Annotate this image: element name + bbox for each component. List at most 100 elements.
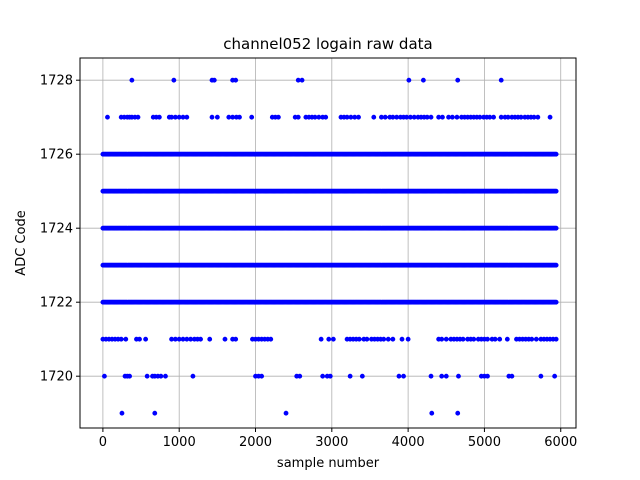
data-point — [144, 373, 150, 379]
data-point — [190, 373, 196, 379]
data-point — [276, 114, 281, 120]
data-point — [390, 114, 396, 120]
data-point — [477, 114, 483, 120]
data-point — [295, 114, 301, 120]
data-point — [198, 336, 203, 342]
data-point — [356, 114, 361, 120]
data-point — [390, 336, 396, 342]
data-point — [316, 114, 322, 120]
data-point — [440, 114, 445, 120]
data-point — [518, 114, 524, 120]
data-point — [552, 373, 558, 379]
data-point — [347, 373, 353, 379]
data-point — [553, 262, 559, 268]
data-point — [401, 373, 406, 379]
data-point — [394, 114, 400, 120]
data-point — [455, 410, 461, 416]
x-tick-label: 3000 — [315, 435, 348, 450]
data-point — [207, 336, 213, 342]
y-tick-label: 1722 — [40, 296, 73, 311]
data-point — [420, 77, 426, 83]
data-point — [364, 336, 370, 342]
data-point — [379, 114, 384, 120]
data-point — [297, 373, 303, 379]
data-point — [449, 114, 455, 120]
data-point — [137, 336, 142, 342]
data-point — [471, 336, 477, 342]
data-point — [439, 373, 445, 379]
data-point — [214, 114, 220, 120]
data-point — [211, 77, 217, 83]
data-point — [105, 114, 110, 120]
data-point — [184, 336, 190, 342]
x-axis-label: sample number — [277, 456, 380, 471]
chart-title: channel052 logain raw data — [223, 35, 432, 53]
data-point — [237, 114, 242, 120]
data-point — [158, 373, 164, 379]
data-point — [171, 77, 177, 83]
data-point — [163, 373, 168, 379]
data-point — [356, 336, 362, 342]
data-point — [188, 336, 194, 342]
data-point — [172, 336, 178, 342]
data-point — [222, 336, 228, 342]
data-point — [505, 114, 511, 120]
data-point — [436, 114, 442, 120]
y-tick-label: 1720 — [40, 370, 73, 385]
data-point — [553, 299, 559, 305]
data-point — [348, 114, 354, 120]
data-point — [396, 373, 402, 379]
data-point — [295, 77, 301, 83]
data-point — [406, 77, 412, 83]
data-point — [491, 114, 496, 120]
y-tick-label: 1724 — [40, 222, 73, 237]
data-points — [100, 77, 559, 416]
data-point — [176, 114, 182, 120]
data-point — [399, 336, 405, 342]
data-point — [443, 336, 449, 342]
data-point — [143, 336, 149, 342]
data-point — [299, 77, 305, 83]
data-point — [152, 410, 158, 416]
data-point — [443, 373, 449, 379]
data-point — [439, 336, 445, 342]
data-point — [485, 373, 490, 379]
data-point — [498, 77, 504, 83]
data-point — [233, 77, 239, 83]
data-point — [553, 225, 559, 231]
x-tick-label: 1000 — [163, 435, 196, 450]
data-point — [169, 114, 174, 120]
data-point — [283, 410, 289, 416]
data-point — [428, 114, 434, 120]
data-point — [454, 114, 460, 120]
data-point — [352, 114, 358, 120]
data-point — [404, 114, 409, 120]
y-axis-label: ADC Code — [14, 210, 29, 275]
x-tick-label: 0 — [99, 435, 107, 450]
data-point — [553, 188, 559, 194]
data-point — [230, 114, 236, 120]
data-point — [312, 114, 318, 120]
data-point — [102, 373, 107, 379]
data-point — [460, 336, 466, 342]
data-point — [498, 114, 504, 120]
data-point — [485, 336, 490, 342]
x-tick-label: 4000 — [392, 435, 425, 450]
data-point — [226, 114, 232, 120]
data-point — [456, 373, 461, 379]
x-tick-label: 6000 — [544, 435, 577, 450]
data-point — [249, 114, 255, 120]
y-tick-label: 1728 — [40, 74, 73, 89]
data-point — [323, 114, 329, 120]
data-point — [509, 373, 515, 379]
data-point — [327, 373, 333, 379]
x-tick-label: 2000 — [239, 435, 272, 450]
data-point — [371, 114, 377, 120]
data-point — [359, 373, 365, 379]
data-point — [326, 336, 332, 342]
data-point — [127, 373, 132, 379]
data-point — [553, 151, 559, 157]
data-point — [429, 410, 435, 416]
